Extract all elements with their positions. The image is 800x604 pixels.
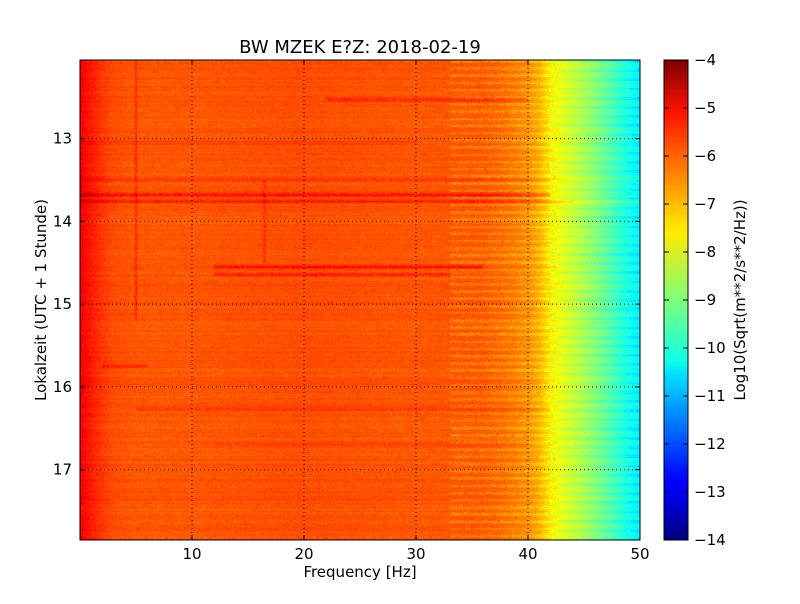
- colorbar-tick-label: −13: [694, 483, 726, 501]
- colorbar-tick-label: −6: [694, 147, 716, 165]
- x-tick-label: 50: [630, 545, 649, 563]
- colorbar-tick-label: −11: [694, 387, 726, 405]
- colorbar-ticks: −4 −5 −6 −7 −8 −9 −10 −11 −12 −13 −14: [664, 51, 726, 549]
- colorbar-tick-label: −5: [694, 99, 716, 117]
- colorbar-tick-label: −12: [694, 435, 726, 453]
- colorbar-label: Log10(Sqrt(m**2/s**2/Hz)): [731, 199, 749, 400]
- colorbar-tick-label: −4: [694, 51, 716, 69]
- plot-area: 10 20 30 40 50 13 14 15 16 17: [53, 59, 650, 563]
- x-tick-label: 40: [518, 545, 537, 563]
- y-tick-label: 17: [53, 461, 72, 479]
- x-axis-label: Frequency [Hz]: [303, 563, 416, 581]
- horizontal-gridlines: [80, 138, 640, 471]
- y-tick-label: 14: [53, 212, 72, 230]
- vertical-gridlines: [191, 60, 529, 540]
- x-tick-label: 20: [294, 545, 313, 563]
- x-tick-label: 30: [406, 545, 425, 563]
- y-tick-label: 15: [53, 295, 72, 313]
- y-tick-label: 13: [53, 130, 72, 148]
- colorbar-tick-label: −10: [694, 339, 726, 357]
- y-tick-label: 16: [53, 378, 72, 396]
- plot-frame: [79, 59, 641, 541]
- spectrogram-heatmap: [80, 60, 640, 540]
- chart-title: BW MZEK E?Z: 2018-02-19: [239, 37, 481, 58]
- colorbar-tick-label: −8: [694, 243, 716, 261]
- colorbar-tick-label: −7: [694, 195, 716, 213]
- colorbar-tick-label: −14: [694, 531, 726, 549]
- x-axis-ticks: 10 20 30 40 50: [182, 60, 650, 563]
- y-axis-label: Lokalzeit (UTC + 1 Stunde): [32, 199, 50, 401]
- colorbar-tick-label: −9: [694, 291, 716, 309]
- y-axis-ticks: 13 14 15 16 17: [53, 130, 640, 479]
- x-tick-label: 10: [182, 545, 201, 563]
- colorbar: −4 −5 −6 −7 −8 −9 −10 −11 −12 −13 −14 Log10(Sqrt(m…: [663, 51, 749, 549]
